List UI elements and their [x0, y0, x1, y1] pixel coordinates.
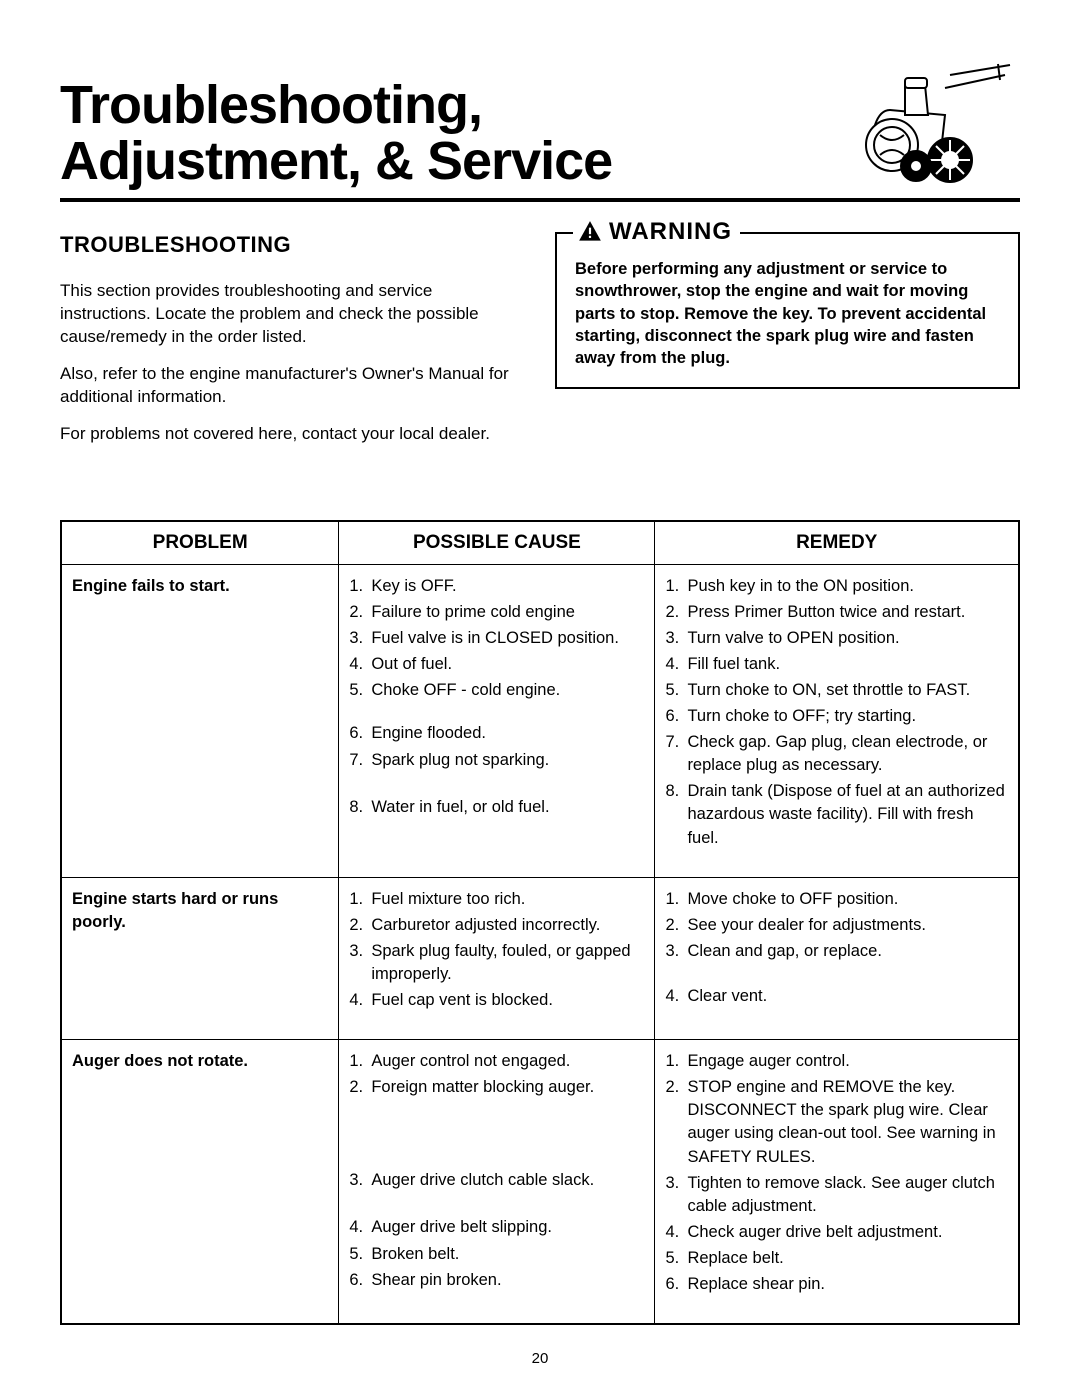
title-line-1: Troubleshooting,: [60, 77, 612, 134]
page-number: 20: [0, 1350, 1080, 1367]
table-row: Engine starts hard or runs poorly.1.Fuel…: [61, 877, 1019, 1039]
col-header-remedy: REMEDY: [655, 521, 1019, 565]
page-title: Troubleshooting, Adjustment, & Service: [60, 77, 612, 190]
intro-right-column: WARNING Before performing any adjustment…: [555, 232, 1020, 460]
table-row: Engine fails to start.1.Key is OFF.2.Fai…: [61, 564, 1019, 877]
problem-cell: Engine starts hard or runs poorly.: [61, 877, 339, 1039]
cause-cell: 1.Fuel mixture too rich.2.Carburetor adj…: [339, 877, 655, 1039]
title-line-2: Adjustment, & Service: [60, 133, 612, 190]
intro-left-column: TROUBLESHOOTING This section provides tr…: [60, 232, 525, 460]
intro-paragraph-1: This section provides troubleshooting an…: [60, 280, 525, 349]
col-header-cause: POSSIBLE CAUSE: [339, 521, 655, 565]
cause-cell: 1.Auger control not engaged.2.Foreign ma…: [339, 1040, 655, 1324]
warning-label: WARNING: [609, 218, 732, 246]
table-row: Auger does not rotate.1.Auger control no…: [61, 1040, 1019, 1324]
troubleshooting-table: PROBLEM POSSIBLE CAUSE REMEDY Engine fai…: [60, 520, 1020, 1325]
troubleshooting-heading: TROUBLESHOOTING: [60, 232, 525, 258]
remedy-cell: 1.Engage auger control.2.STOP engine and…: [655, 1040, 1019, 1324]
remedy-cell: 1.Push key in to the ON position.2.Press…: [655, 564, 1019, 877]
page-header: Troubleshooting, Adjustment, & Service: [60, 60, 1020, 202]
intro-paragraph-3: For problems not covered here, contact y…: [60, 423, 525, 446]
warning-triangle-icon: [577, 219, 603, 245]
col-header-problem: PROBLEM: [61, 521, 339, 565]
problem-cell: Auger does not rotate.: [61, 1040, 339, 1324]
snowthrower-illustration: [850, 60, 1020, 190]
warning-box: WARNING Before performing any adjustment…: [555, 232, 1020, 389]
table-header-row: PROBLEM POSSIBLE CAUSE REMEDY: [61, 521, 1019, 565]
remedy-cell: 1.Move choke to OFF position.2.See your …: [655, 877, 1019, 1039]
warning-header: WARNING: [573, 218, 740, 246]
warning-text: Before performing any adjustment or serv…: [575, 258, 1000, 369]
intro-paragraph-2: Also, refer to the engine manufacturer's…: [60, 363, 525, 409]
problem-cell: Engine fails to start.: [61, 564, 339, 877]
intro-columns: TROUBLESHOOTING This section provides tr…: [60, 232, 1020, 460]
cause-cell: 1.Key is OFF.2.Failure to prime cold eng…: [339, 564, 655, 877]
